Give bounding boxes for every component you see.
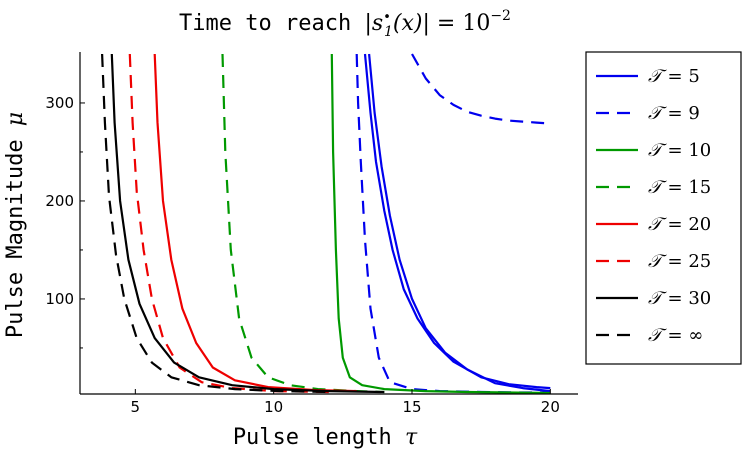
title-math-sup: • — [383, 10, 391, 25]
x-label-symbol: τ — [405, 425, 418, 450]
y-label-text: Pulse Magnitude — [3, 126, 28, 338]
legend-label: 𝒯 = 5 — [648, 66, 700, 87]
y-axis-label: Pulse Magnitude μ — [3, 112, 28, 338]
x-axis-label: Pulse length τ — [233, 425, 418, 450]
legend-label: 𝒯 = 9 — [648, 103, 700, 124]
legend-label: 𝒯 = 20 — [648, 214, 711, 235]
legend-label: 𝒯 = ∞ — [648, 325, 703, 346]
x-tick-label: 20 — [541, 398, 560, 416]
x-tick-label: 10 — [264, 398, 283, 416]
series-line-6 — [153, 53, 357, 393]
legend: 𝒯 = 5 𝒯 = 9 𝒯 = 10 𝒯 = 15 𝒯 = 20 𝒯 = 25 𝒯 = 30… — [585, 51, 742, 365]
y-tick-label: 300 — [45, 94, 74, 112]
title-math-arg: (x) — [393, 11, 423, 36]
title-math-s: s — [372, 11, 383, 36]
legend-label: 𝒯 = 30 — [648, 288, 711, 309]
y-label-symbol: μ — [3, 112, 28, 126]
x-axis: 5 10 15 20 — [80, 389, 578, 416]
chart-title: Time to reach |s• 1(x)| = 10−2 — [179, 8, 511, 40]
title-prefix: Time to reach — [179, 11, 364, 36]
x-label-text: Pulse length — [233, 425, 405, 450]
legend-box — [585, 51, 742, 365]
legend-label: 𝒯 = 15 — [648, 177, 711, 198]
y-axis: 100 200 300 — [45, 52, 85, 394]
series-line-7 — [128, 53, 330, 394]
title-math-sub: 1 — [384, 24, 393, 40]
series-line-4 — [330, 53, 551, 394]
y-tick-label: 200 — [45, 192, 74, 210]
y-tick-label: 100 — [45, 290, 74, 308]
x-tick-label: 15 — [402, 398, 421, 416]
title-math-exp: −2 — [490, 8, 511, 24]
series-line-8 — [110, 53, 385, 394]
series-line-1 — [368, 53, 551, 393]
plot-area — [101, 53, 551, 394]
series-line-3 — [411, 53, 551, 125]
legend-label: 𝒯 = 10 — [648, 140, 711, 161]
legend-label: 𝒯 = 25 — [648, 251, 711, 272]
series-line-9 — [101, 53, 330, 394]
series-line-5 — [221, 53, 385, 394]
series-line-0 — [363, 53, 551, 390]
x-tick-label: 5 — [131, 398, 141, 416]
title-math-close: | = 10 — [423, 11, 491, 36]
title-math-open: | — [364, 11, 371, 36]
